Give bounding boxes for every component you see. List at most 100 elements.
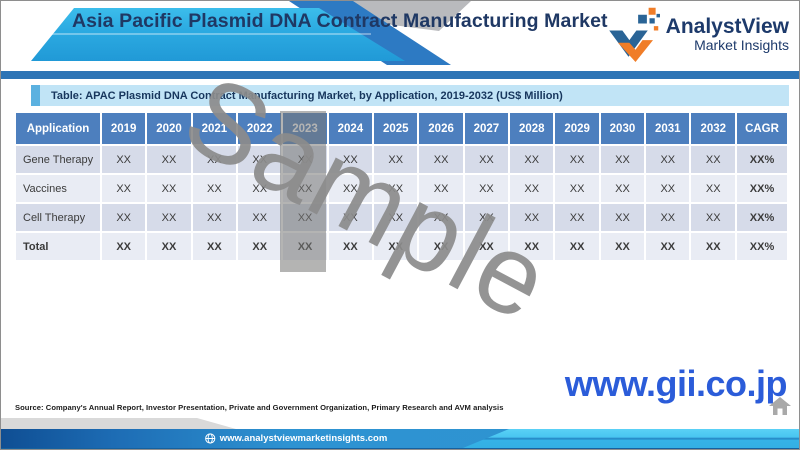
value-cell: XX <box>555 146 599 173</box>
value-cell: XX <box>691 233 735 260</box>
value-cell: XX <box>464 233 509 260</box>
value-cell: XX <box>691 175 735 202</box>
value-cell: XX <box>328 175 373 202</box>
value-cell: XX <box>147 233 191 260</box>
value-cell: XX <box>646 233 690 260</box>
value-cell: XX <box>102 175 146 202</box>
column-header-cagr: CAGR <box>737 113 787 144</box>
column-header-2022: 2022 <box>238 113 282 144</box>
caption-accent-bar <box>31 85 40 106</box>
value-cell: XX <box>102 233 146 260</box>
row-label: Vaccines <box>16 175 100 202</box>
table-header-row: Application20192020202120222023202420252… <box>16 113 787 144</box>
value-cell: XX <box>192 146 237 173</box>
value-cell: XX <box>147 146 191 173</box>
column-header-2025: 2025 <box>374 113 418 144</box>
row-label: Total <box>16 233 100 260</box>
value-cell: XX <box>192 233 237 260</box>
value-cell: XX <box>328 204 373 231</box>
column-header-2019: 2019 <box>102 113 146 144</box>
value-cell: XX <box>419 204 463 231</box>
value-cell: XX <box>464 175 509 202</box>
value-cell: XX <box>646 146 690 173</box>
brand-logo-text: AnalystView Market Insights <box>665 14 789 53</box>
row-label: Gene Therapy <box>16 146 100 173</box>
value-cell: XX <box>464 146 509 173</box>
column-header-2028: 2028 <box>510 113 554 144</box>
footer-website-link[interactable]: www.analystviewmarketinsights.com <box>205 429 388 448</box>
value-cell: XX <box>646 204 690 231</box>
brand-logo: AnalystView Market Insights <box>604 6 789 62</box>
market-table-wrapper: Application20192020202120222023202420252… <box>14 111 789 262</box>
page-title: Asia Pacific Plasmid DNA Contract Manufa… <box>72 10 608 32</box>
value-cell: XX <box>374 204 418 231</box>
value-cell: XX <box>374 233 418 260</box>
table-row: VaccinesXXXXXXXXXXXXXXXXXXXXXXXXXXXXXX% <box>16 175 787 202</box>
value-cell: XX <box>238 175 282 202</box>
brand-tagline: Market Insights <box>694 36 789 53</box>
cagr-cell: XX% <box>737 204 787 231</box>
column-header-2030: 2030 <box>600 113 645 144</box>
value-cell: XX <box>419 146 463 173</box>
value-cell: XX <box>555 233 599 260</box>
value-cell: XX <box>192 204 237 231</box>
footer-gray-ribbon <box>1 418 236 429</box>
value-cell: XX <box>238 233 282 260</box>
table-body: Gene Therapy XX XX XX XX XX XX XX XX XX XX XX XX XX XX… <box>16 146 787 260</box>
market-table: Application20192020202120222023202420252… <box>14 111 789 262</box>
table-row: Gene Therapy XX XX XX XX XX XX XX XX XX XX XX XX XX XX… <box>16 146 787 173</box>
footer-cyan-ribbon <box>463 429 799 448</box>
value-cell: XX <box>510 233 554 260</box>
table-row: Cell Therapy XX XX XX XX XX XX XX XX XX XX XX XX XX XX… <box>16 204 787 231</box>
value-cell: XX <box>328 233 373 260</box>
value-cell: XX <box>510 204 554 231</box>
value-cell: XX <box>328 146 373 173</box>
value-cell: XX <box>419 175 463 202</box>
home-icon[interactable] <box>769 397 791 415</box>
gii-link[interactable]: www.gii.co.jp <box>564 363 788 404</box>
value-cell: XX <box>419 233 463 260</box>
value-cell: XX <box>374 146 418 173</box>
column-header-2026: 2026 <box>419 113 463 144</box>
cagr-cell: XX% <box>737 233 787 260</box>
value-cell: XX <box>555 204 599 231</box>
value-cell: XX <box>600 204 645 231</box>
source-note: Source: Company's Annual Report, Investo… <box>15 403 504 412</box>
brand-logo-icon <box>608 7 660 62</box>
column-header-2029: 2029 <box>555 113 599 144</box>
value-cell: XX <box>510 175 554 202</box>
cagr-cell: XX% <box>737 175 787 202</box>
column-header-application: Application <box>16 113 100 144</box>
highlight-2023-column <box>280 111 326 272</box>
table-caption-text: Table: APAC Plasmid DNA Contract Manufac… <box>51 89 563 102</box>
table-caption: Table: APAC Plasmid DNA Contract Manufac… <box>31 85 789 106</box>
column-header-2024: 2024 <box>328 113 373 144</box>
value-cell: XX <box>510 146 554 173</box>
value-cell: XX <box>600 175 645 202</box>
cagr-cell: XX% <box>737 146 787 173</box>
value-cell: XX <box>555 175 599 202</box>
brand-name: AnalystView <box>665 14 789 38</box>
value-cell: XX <box>238 146 282 173</box>
column-header-2021: 2021 <box>192 113 237 144</box>
value-cell: XX <box>102 146 146 173</box>
value-cell: XX <box>691 204 735 231</box>
footer-website-text: www.analystviewmarketinsights.com <box>219 433 388 444</box>
column-header-2031: 2031 <box>646 113 690 144</box>
value-cell: XX <box>600 146 645 173</box>
value-cell: XX <box>147 204 191 231</box>
value-cell: XX <box>102 204 146 231</box>
value-cell: XX <box>646 175 690 202</box>
value-cell: XX <box>600 233 645 260</box>
value-cell: XX <box>464 204 509 231</box>
footer-bar: www.analystviewmarketinsights.com <box>1 429 799 448</box>
value-cell: XX <box>147 175 191 202</box>
banner-highlight-stripe <box>41 33 371 35</box>
value-cell: XX <box>192 175 237 202</box>
column-header-2020: 2020 <box>147 113 191 144</box>
value-cell: XX <box>238 204 282 231</box>
column-header-2032: 2032 <box>691 113 735 144</box>
globe-icon <box>205 433 216 444</box>
row-label: Cell Therapy <box>16 204 100 231</box>
